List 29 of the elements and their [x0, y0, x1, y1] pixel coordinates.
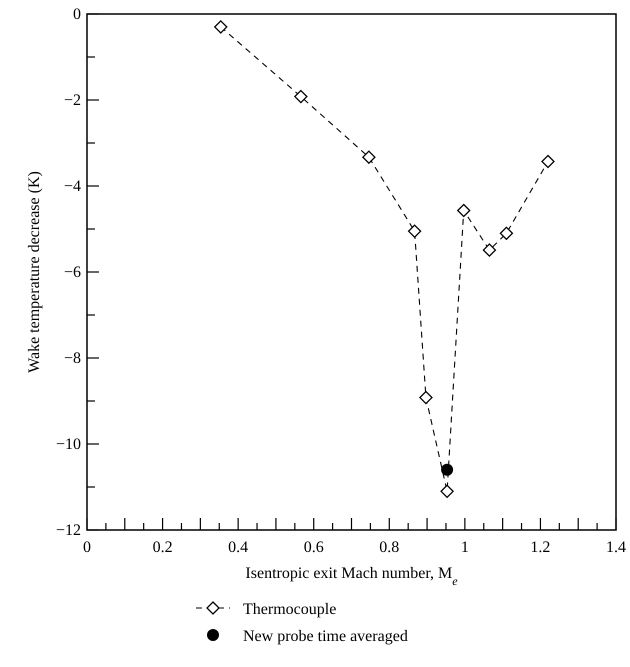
legend-label: New probe time averaged: [243, 628, 408, 645]
y-tick-label: −4: [64, 178, 81, 195]
x-tick-label: 0.8: [379, 539, 400, 556]
point: [419, 390, 433, 404]
point: [362, 150, 376, 164]
point: [482, 243, 496, 257]
y-tick-label: −2: [64, 92, 81, 109]
x-tick-label: 0.2: [152, 539, 173, 556]
point: [441, 464, 454, 476]
x-tick-label: 0.4: [228, 539, 248, 556]
point: [408, 224, 422, 238]
point: [294, 90, 308, 104]
point: [457, 204, 470, 218]
y-axis-title: Wake temperature decrease (K): [26, 171, 43, 373]
y-tick-label: −8: [64, 350, 81, 367]
x-tick-label: 1: [460, 539, 469, 556]
legend-label: Thermocouple: [243, 601, 336, 618]
x-tick-label: 1.2: [530, 539, 550, 556]
point: [541, 154, 555, 168]
point: [214, 20, 228, 34]
y-tick-label: −10: [56, 436, 81, 453]
y-tick-label: −12: [56, 522, 81, 539]
x-tick-label: 0.6: [304, 539, 324, 556]
x-axis-title: Isentropic exit Mach number, M$_{e}$: [245, 565, 458, 588]
point: [440, 484, 454, 498]
y-tick-label: 0: [73, 6, 81, 23]
point: [500, 226, 514, 240]
x-tick-label: 1.4: [606, 539, 626, 556]
y-tick-label: −6: [64, 264, 81, 281]
